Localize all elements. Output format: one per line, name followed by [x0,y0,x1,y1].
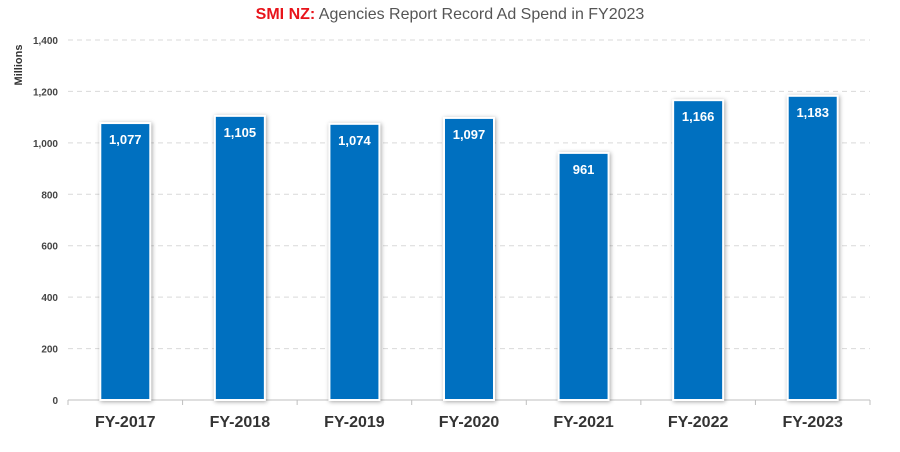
bar-group: 1,183 [786,94,839,402]
y-tick-label: 200 [41,345,58,356]
bar [557,151,610,401]
chart-title-text: Agencies Report Record Ad Spend in FY202… [315,6,645,23]
y-tick-label: 600 [41,242,58,253]
data-label: 1,074 [338,133,371,148]
data-label: 1,105 [224,125,257,140]
x-tick-label: FY-2018 [210,414,271,431]
bar [328,122,381,401]
data-label: 1,077 [109,132,142,147]
chart-title-brand: SMI NZ: [255,6,316,23]
bar-group: 1,105 [213,114,266,401]
data-label: 1,166 [682,109,715,124]
bar [213,114,266,401]
bar-group: 1,166 [672,99,725,402]
x-tick-label: FY-2017 [95,414,156,431]
bar-group: 961 [557,151,610,401]
data-label: 961 [573,162,595,177]
y-tick-label: 1,400 [33,36,58,47]
bar [672,99,725,402]
y-axis-label: Millions [13,45,25,86]
x-tick-label: FY-2019 [324,414,385,431]
chart-title: SMI NZ: Agencies Report Record Ad Spend … [0,6,900,24]
bar [99,122,152,402]
bar-group: 1,077 [99,122,152,402]
y-tick-label: 0 [52,396,58,407]
x-tick-label: FY-2023 [782,414,843,431]
x-tick-label: FY-2021 [553,414,614,431]
data-label: 1,183 [796,105,829,120]
bar [786,94,839,402]
y-axis-ticks: 0 200 400 600 800 1,000 1,200 1,400 [33,36,58,407]
x-tick-label: FY-2022 [668,414,729,431]
data-label: 1,097 [453,127,486,142]
bar [443,116,495,402]
y-tick-label: 1,000 [33,139,58,150]
bar-group: 1,097 [443,116,495,402]
x-tick-label: FY-2020 [439,414,500,431]
bars: 1,077 1,105 1,074 1,097 961 1,166 1,183 [99,94,839,402]
y-tick-label: 400 [41,293,58,304]
y-tick-label: 800 [41,190,58,201]
y-tick-label: 1,200 [33,87,58,98]
bar-group: 1,074 [328,122,381,401]
x-axis-ticks: FY-2017 FY-2018 FY-2019 FY-2020 FY-2021 FY-20… [67,400,871,431]
